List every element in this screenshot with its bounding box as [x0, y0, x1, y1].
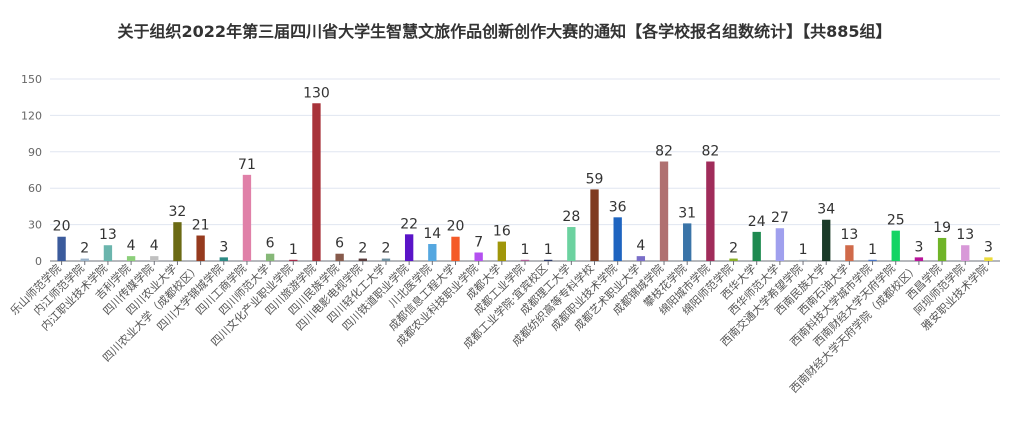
data-label: 20 — [447, 219, 465, 235]
y-tick-label: 90 — [28, 146, 42, 159]
bar — [404, 234, 414, 261]
data-label: 130 — [303, 85, 330, 101]
bar — [57, 236, 66, 261]
bar — [659, 161, 669, 261]
bar — [196, 235, 205, 261]
data-label: 59 — [586, 171, 604, 187]
data-label: 14 — [423, 226, 441, 242]
bar — [567, 227, 576, 261]
bar — [289, 259, 298, 261]
bar — [103, 245, 113, 261]
data-label: 36 — [609, 199, 627, 215]
y-tick-label: 150 — [21, 73, 42, 86]
data-label: 2 — [729, 241, 738, 257]
bar — [150, 256, 159, 261]
bar — [428, 244, 437, 261]
bar — [798, 259, 808, 261]
bar — [845, 245, 854, 261]
chart-title: 关于组织2022年第三届四川省大学生智慧文旅作品创新创作大赛的通知【各学校报名组… — [117, 22, 892, 41]
y-tick-label: 120 — [21, 109, 42, 122]
data-label: 22 — [400, 216, 418, 232]
data-label: 32 — [169, 204, 187, 220]
bar — [544, 259, 553, 261]
bar — [868, 259, 877, 261]
data-label: 2 — [358, 241, 367, 257]
data-label: 6 — [335, 236, 344, 252]
data-label: 1 — [544, 242, 553, 258]
data-label: 2 — [382, 241, 391, 257]
bar — [961, 245, 970, 261]
data-label: 27 — [771, 210, 789, 226]
y-tick-label: 60 — [28, 182, 42, 195]
bar — [381, 258, 391, 261]
data-label: 4 — [127, 238, 136, 254]
data-label: 3 — [219, 239, 228, 255]
bar — [242, 174, 252, 261]
data-label: 3 — [914, 239, 923, 255]
bar — [914, 257, 924, 261]
bar — [312, 103, 321, 262]
bar — [822, 219, 831, 261]
bar — [451, 236, 460, 261]
data-label: 25 — [887, 213, 905, 229]
y-tick-label: 30 — [28, 219, 42, 232]
bar — [265, 253, 275, 261]
bar — [126, 256, 136, 261]
data-label: 71 — [238, 157, 256, 173]
bar — [984, 257, 993, 261]
data-label: 19 — [933, 220, 951, 236]
data-label: 3 — [984, 239, 993, 255]
bar — [613, 217, 622, 261]
bar — [173, 222, 182, 261]
bar — [335, 253, 344, 261]
bar — [80, 258, 89, 261]
data-label: 31 — [678, 205, 696, 221]
data-label: 82 — [701, 144, 719, 160]
bar — [219, 257, 228, 261]
bar — [937, 237, 947, 261]
bar — [775, 228, 785, 261]
bar — [729, 258, 738, 261]
data-label: 1 — [521, 242, 530, 258]
bar — [706, 161, 715, 261]
data-label: 1 — [799, 242, 808, 258]
bar — [358, 258, 367, 261]
bar — [891, 230, 900, 261]
y-tick-label: 0 — [35, 255, 42, 268]
data-label: 24 — [748, 214, 766, 230]
data-label: 1 — [289, 242, 298, 258]
data-label: 16 — [493, 224, 511, 240]
data-label: 6 — [266, 236, 275, 252]
data-label: 82 — [655, 144, 673, 160]
bar — [590, 189, 599, 261]
data-label: 20 — [53, 219, 71, 235]
data-label: 4 — [636, 238, 645, 254]
data-label: 34 — [817, 202, 835, 218]
data-label: 28 — [562, 209, 580, 225]
data-label: 13 — [99, 227, 117, 243]
data-label: 13 — [956, 227, 974, 243]
data-label: 4 — [150, 238, 159, 254]
bar — [752, 231, 761, 261]
data-label: 2 — [80, 241, 89, 257]
bar — [497, 241, 506, 261]
bar — [683, 223, 692, 261]
data-label: 13 — [840, 227, 858, 243]
bar — [474, 252, 483, 261]
bar — [520, 259, 530, 261]
bar — [636, 256, 646, 261]
data-label: 7 — [474, 235, 483, 251]
data-label: 21 — [192, 218, 210, 234]
data-label: 1 — [868, 242, 877, 258]
